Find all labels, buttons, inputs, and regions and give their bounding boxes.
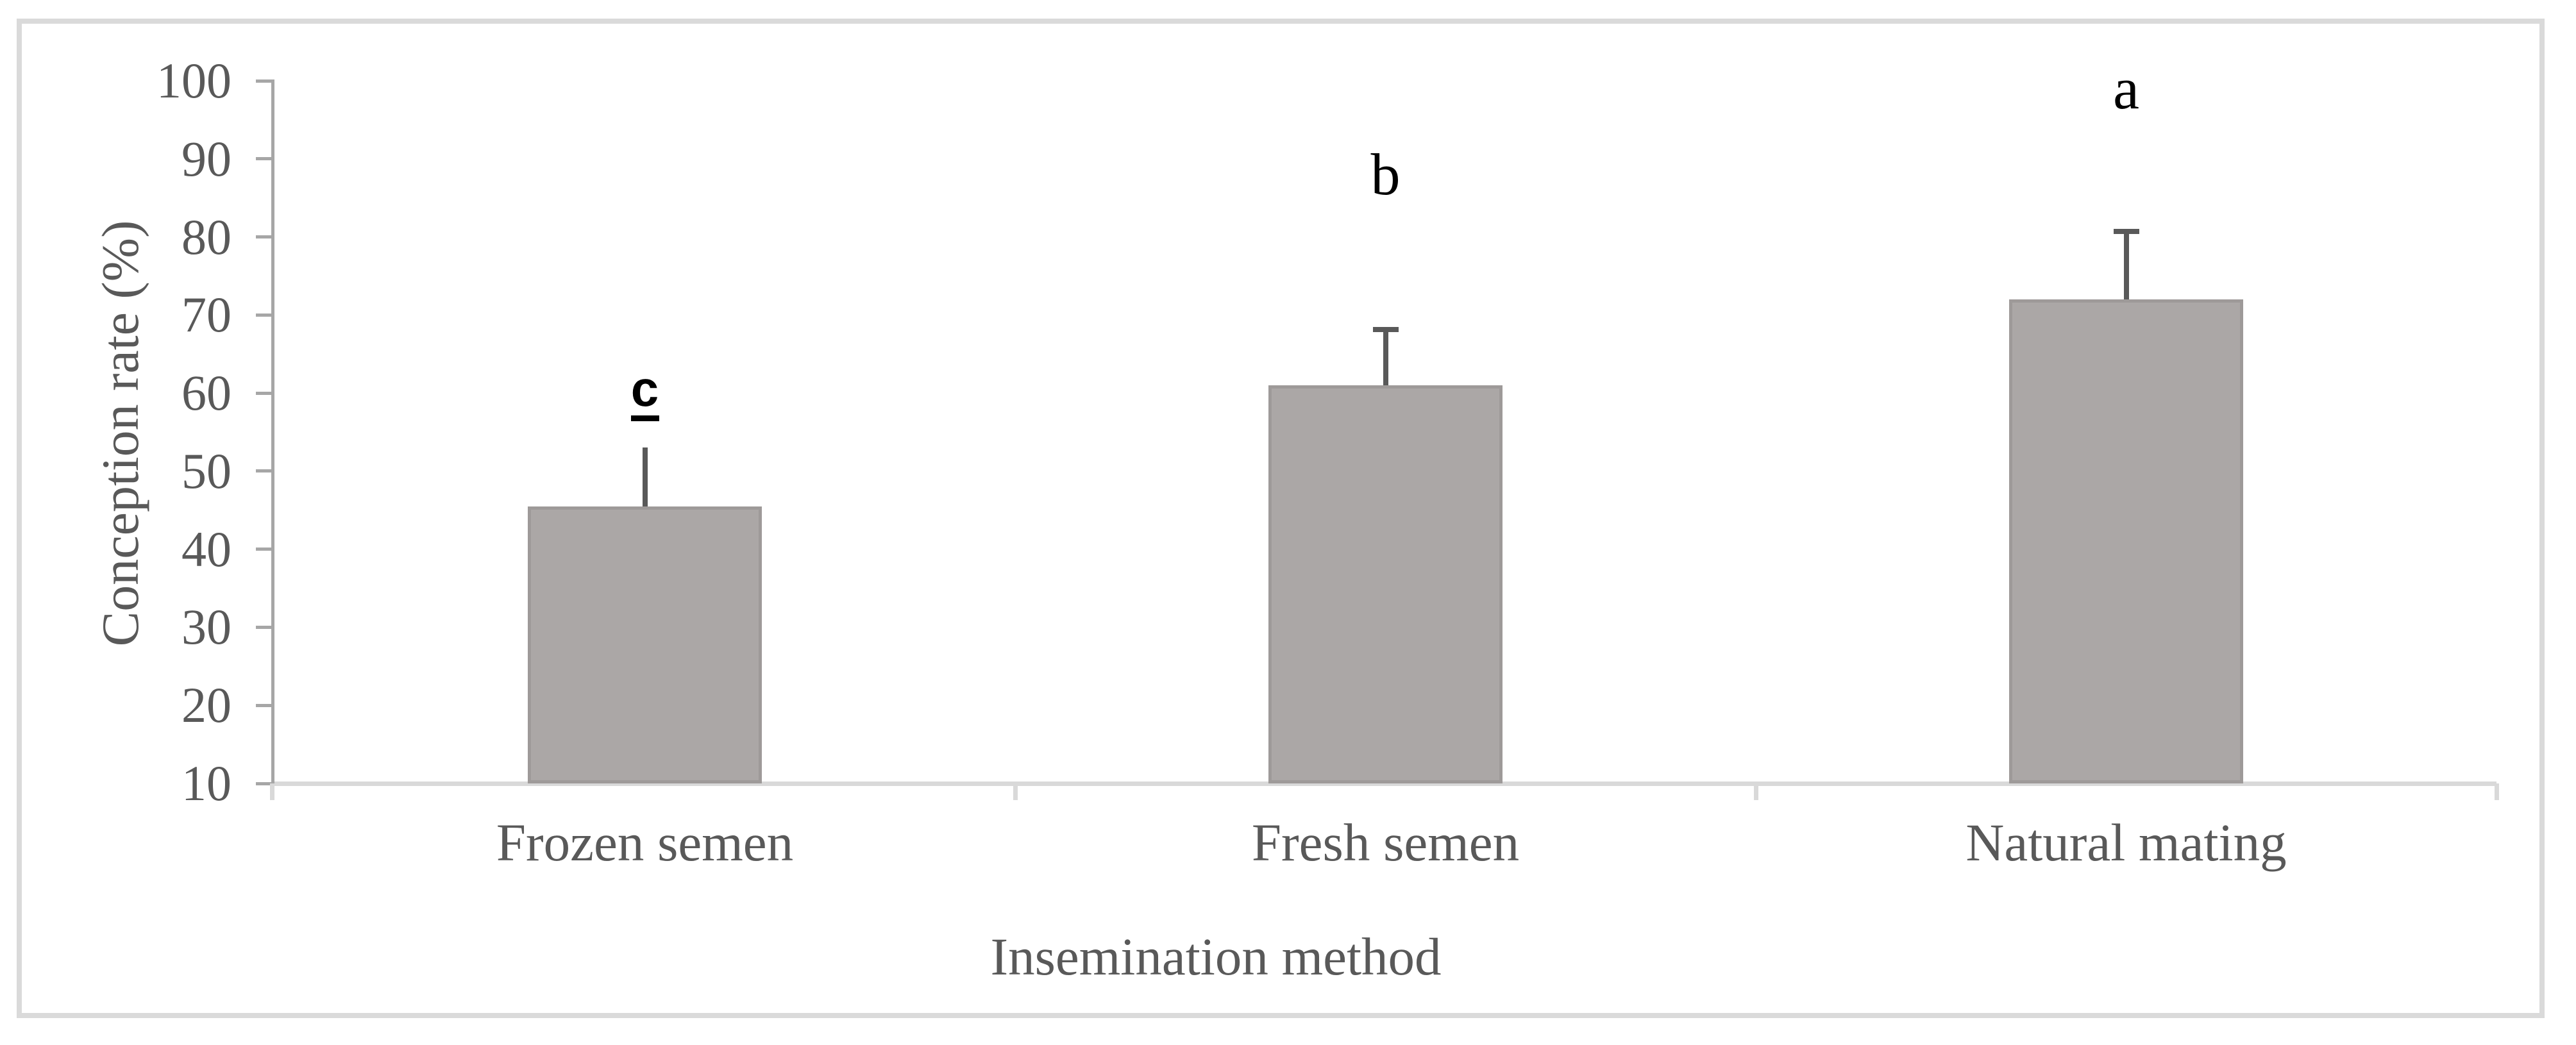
x-tick-1: [1013, 783, 1018, 800]
y-tick-label-40: 40: [181, 521, 232, 577]
error-bar-fresh-semen: [1383, 326, 1388, 385]
y-tick-label-20: 20: [181, 677, 232, 733]
y-tick-label-70: 70: [181, 287, 232, 343]
sig-letter-b: b: [1370, 141, 1401, 207]
bar-natural-mating: [2009, 299, 2243, 783]
y-tick-20: [256, 703, 271, 707]
y-axis-title: Conception rate (%): [91, 220, 149, 647]
x-category-label-fresh-semen: Fresh semen: [1251, 813, 1520, 872]
x-tick-3: [2494, 783, 2499, 800]
y-tick-60: [256, 391, 271, 395]
y-tick-40: [256, 548, 271, 551]
x-category-label-natural-mating: Natural mating: [1966, 813, 2287, 872]
y-tick-label-30: 30: [181, 599, 232, 655]
y-tick-50: [256, 469, 271, 473]
y-tick-100: [256, 79, 271, 83]
x-axis-title: Insemination method: [990, 927, 1442, 986]
bar-frozen-semen: [528, 506, 762, 783]
y-axis-line: [271, 79, 274, 783]
x-tick-2: [1753, 783, 1758, 800]
y-tick-10: [256, 782, 271, 785]
x-tick-0: [270, 783, 274, 800]
y-tick-label-10: 10: [181, 755, 232, 811]
sig-letter-underline-c: [630, 415, 659, 422]
y-tick-90: [256, 157, 271, 161]
error-bar-frozen-semen: [642, 447, 648, 506]
y-tick-label-90: 90: [181, 130, 232, 187]
y-tick-label-100: 100: [156, 53, 232, 108]
y-tick-label-80: 80: [181, 208, 232, 265]
y-tick-label-60: 60: [181, 365, 232, 421]
error-bar-cap-fresh-semen: [1372, 326, 1399, 332]
x-axis-baseline: [274, 782, 2496, 786]
sig-letter-a: a: [2113, 55, 2139, 121]
y-tick-label-50: 50: [181, 442, 232, 499]
error-bar-cap-natural-mating: [2113, 229, 2139, 235]
y-tick-30: [256, 625, 271, 629]
y-tick-80: [256, 235, 271, 239]
bar-fresh-semen: [1268, 385, 1503, 783]
y-tick-70: [256, 313, 271, 317]
x-category-label-frozen-semen: Frozen semen: [496, 813, 794, 872]
error-bar-natural-mating: [2123, 229, 2129, 299]
sig-letter-c: c: [630, 360, 659, 417]
